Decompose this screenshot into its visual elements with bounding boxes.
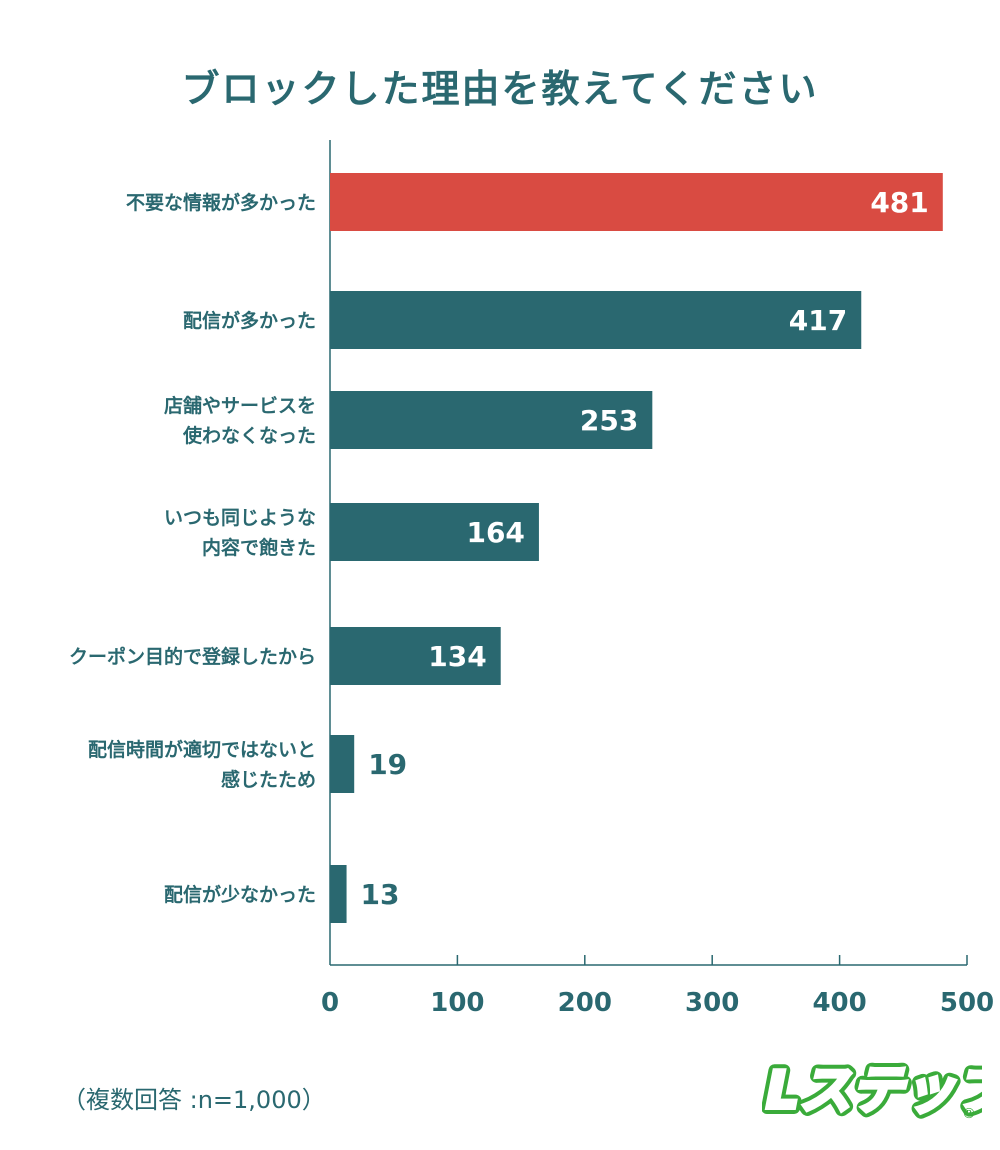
category-label: 店舗やサービスを — [164, 394, 316, 417]
svg-text:Lステップ: Lステップ — [766, 1061, 982, 1121]
lstep-logo: Lステップ Lステップ Lステップ ® — [762, 1052, 982, 1122]
sample-note: （複数回答 :n=1,000） — [62, 1086, 326, 1114]
category-label: 使わなくなった — [182, 425, 316, 447]
bar-value-label: 253 — [580, 404, 638, 437]
svg-text:®: ® — [962, 1106, 976, 1122]
x-tick-label: 0 — [321, 988, 339, 1018]
bar-value-label: 164 — [466, 516, 524, 549]
bar — [330, 391, 653, 449]
bar — [330, 865, 347, 923]
category-label: いつも同じような — [164, 507, 316, 529]
bar-value-label: 417 — [789, 304, 847, 337]
category-label: 配信が少なかった — [164, 883, 316, 906]
bar — [330, 173, 943, 231]
category-label: 感じたため — [221, 768, 316, 791]
bar-value-label: 13 — [361, 878, 400, 911]
category-label: 不要な情報が多かった — [126, 191, 316, 214]
svg-text:Lステップ: Lステップ — [766, 1061, 982, 1121]
bar — [330, 291, 862, 349]
x-tick-label: 200 — [558, 988, 612, 1018]
x-tick-label: 500 — [940, 988, 994, 1018]
x-tick-label: 300 — [685, 988, 739, 1018]
bar — [330, 627, 501, 685]
bar — [330, 503, 539, 561]
bar — [330, 735, 355, 793]
x-tick-label: 100 — [430, 988, 484, 1018]
category-label: 内容で飽きた — [202, 536, 316, 559]
x-tick-label: 400 — [812, 988, 866, 1018]
bar-value-label: 19 — [368, 748, 407, 781]
bar-value-label: 134 — [428, 640, 486, 673]
category-label: クーポン目的で登録したから — [69, 645, 316, 668]
bar-value-label: 481 — [870, 186, 928, 219]
chart-title: ブロックした理由を教えてください — [181, 67, 819, 111]
category-label: 配信時間が適切ではないと — [88, 738, 316, 761]
category-label: 配信が多かった — [183, 309, 316, 332]
